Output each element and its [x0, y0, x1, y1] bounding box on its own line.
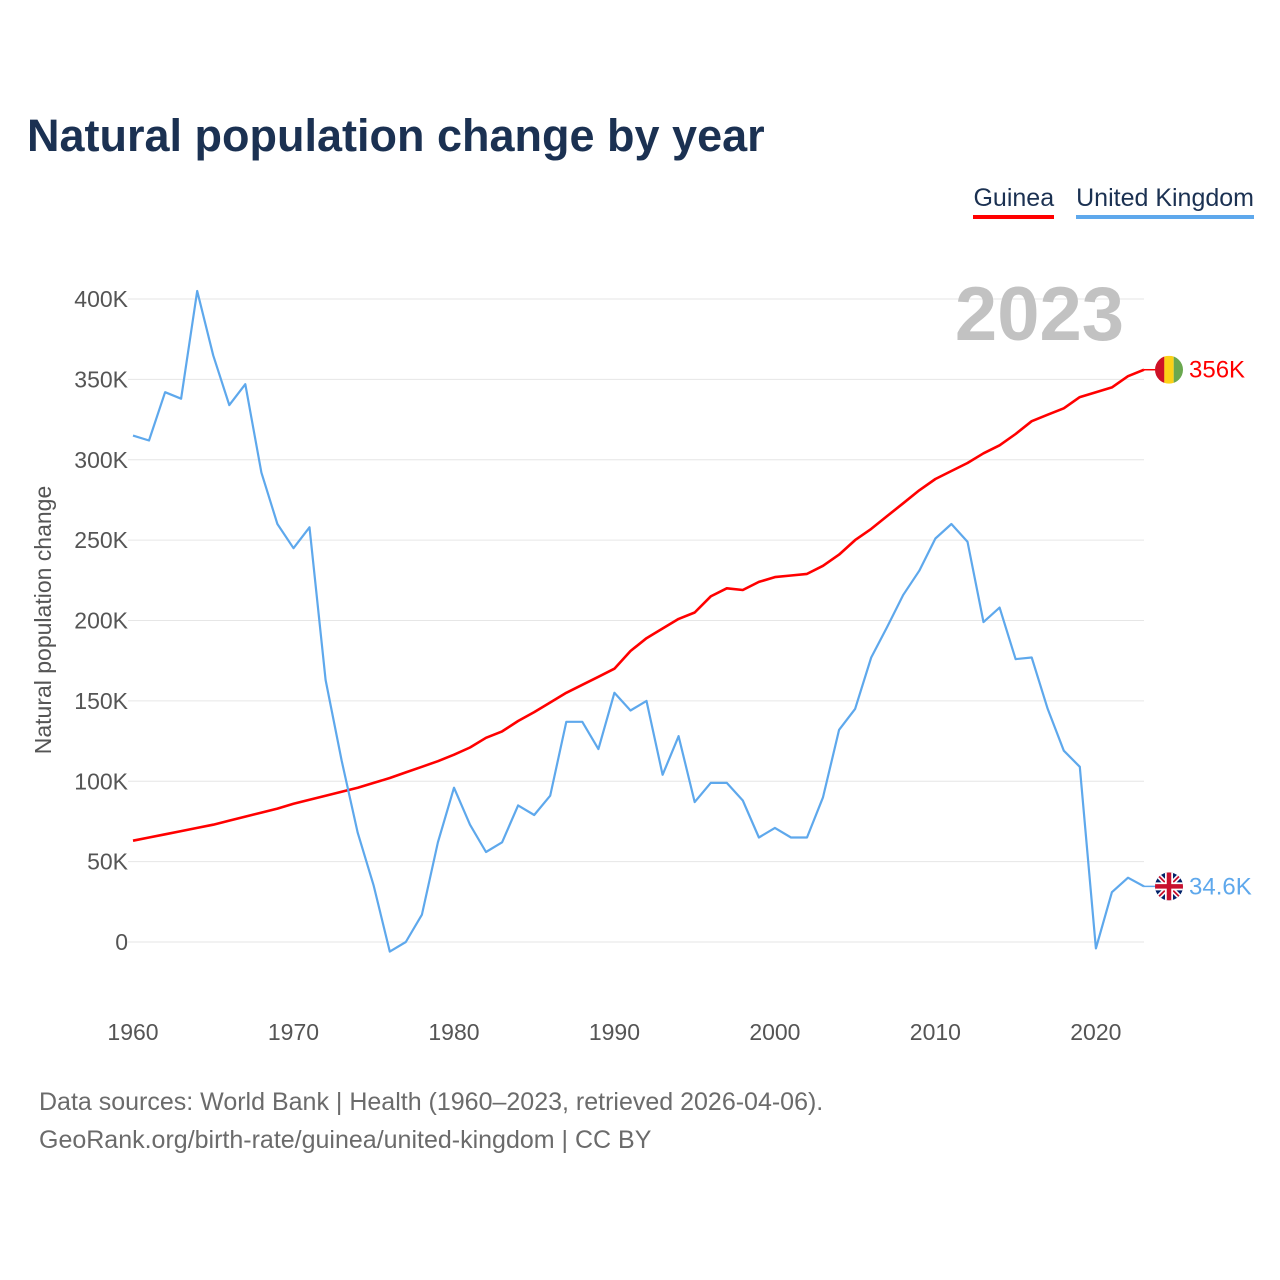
x-tick-label: 1980	[428, 1019, 479, 1045]
y-axis-label: Natural population change	[30, 486, 56, 755]
x-tick-label: 1960	[107, 1019, 158, 1045]
series-line-guinea	[132, 368, 1145, 842]
y-tick-label: 100K	[74, 768, 128, 794]
flag-stripe	[1173, 355, 1183, 384]
x-tick-label: 2020	[1070, 1019, 1121, 1045]
legend-guinea[interactable]: Guinea	[973, 184, 1055, 219]
y-tick-label: 250K	[74, 527, 128, 553]
year-badge: 2023	[955, 272, 1124, 357]
x-tick-labels: 1960 1970 1980 1990 2000 2010 2020	[107, 1019, 1121, 1045]
x-tick-label: 2000	[749, 1019, 800, 1045]
footer-source: Data sources: World Bank | Health (1960–…	[39, 1088, 824, 1116]
gridlines	[128, 298, 1144, 943]
y-tick-label: 400K	[74, 286, 128, 312]
series-lines	[132, 289, 1145, 953]
flag-body	[1155, 872, 1183, 901]
y-tick-labels: 0 50K 100K 150K 200K 250K 300K 350K 400K	[74, 286, 128, 955]
footer-link[interactable]: GeoRank.org/birth-rate/guinea/united-kin…	[39, 1126, 652, 1154]
y-tick-label: 150K	[74, 688, 128, 714]
x-tick-label: 1990	[589, 1019, 640, 1045]
y-tick-label: 0	[115, 929, 128, 955]
legend: Guinea United Kingdom	[973, 184, 1254, 219]
x-tick-label: 1970	[268, 1019, 319, 1045]
guinea-flag-icon	[1155, 355, 1183, 384]
end-value-label: 356K	[1189, 357, 1245, 384]
flag-stripe	[1164, 355, 1174, 384]
series-end-labels: 356K 34.6K	[1144, 355, 1252, 901]
legend-united-kingdom[interactable]: United Kingdom	[1076, 184, 1254, 219]
y-tick-label: 300K	[74, 447, 128, 473]
end-value-label: 34.6K	[1189, 873, 1252, 900]
x-tick-label: 2010	[910, 1019, 961, 1045]
flag-body	[1155, 355, 1183, 384]
flag-cross-red	[1155, 872, 1183, 901]
flag-stripe	[1155, 355, 1165, 384]
uk-flag-icon	[1155, 872, 1183, 901]
y-tick-label: 50K	[87, 849, 129, 875]
series-line-united-kingdom	[132, 289, 1145, 953]
y-tick-label: 200K	[74, 608, 128, 634]
y-tick-label: 350K	[74, 366, 128, 392]
chart-title: Natural population change by year	[27, 110, 765, 161]
